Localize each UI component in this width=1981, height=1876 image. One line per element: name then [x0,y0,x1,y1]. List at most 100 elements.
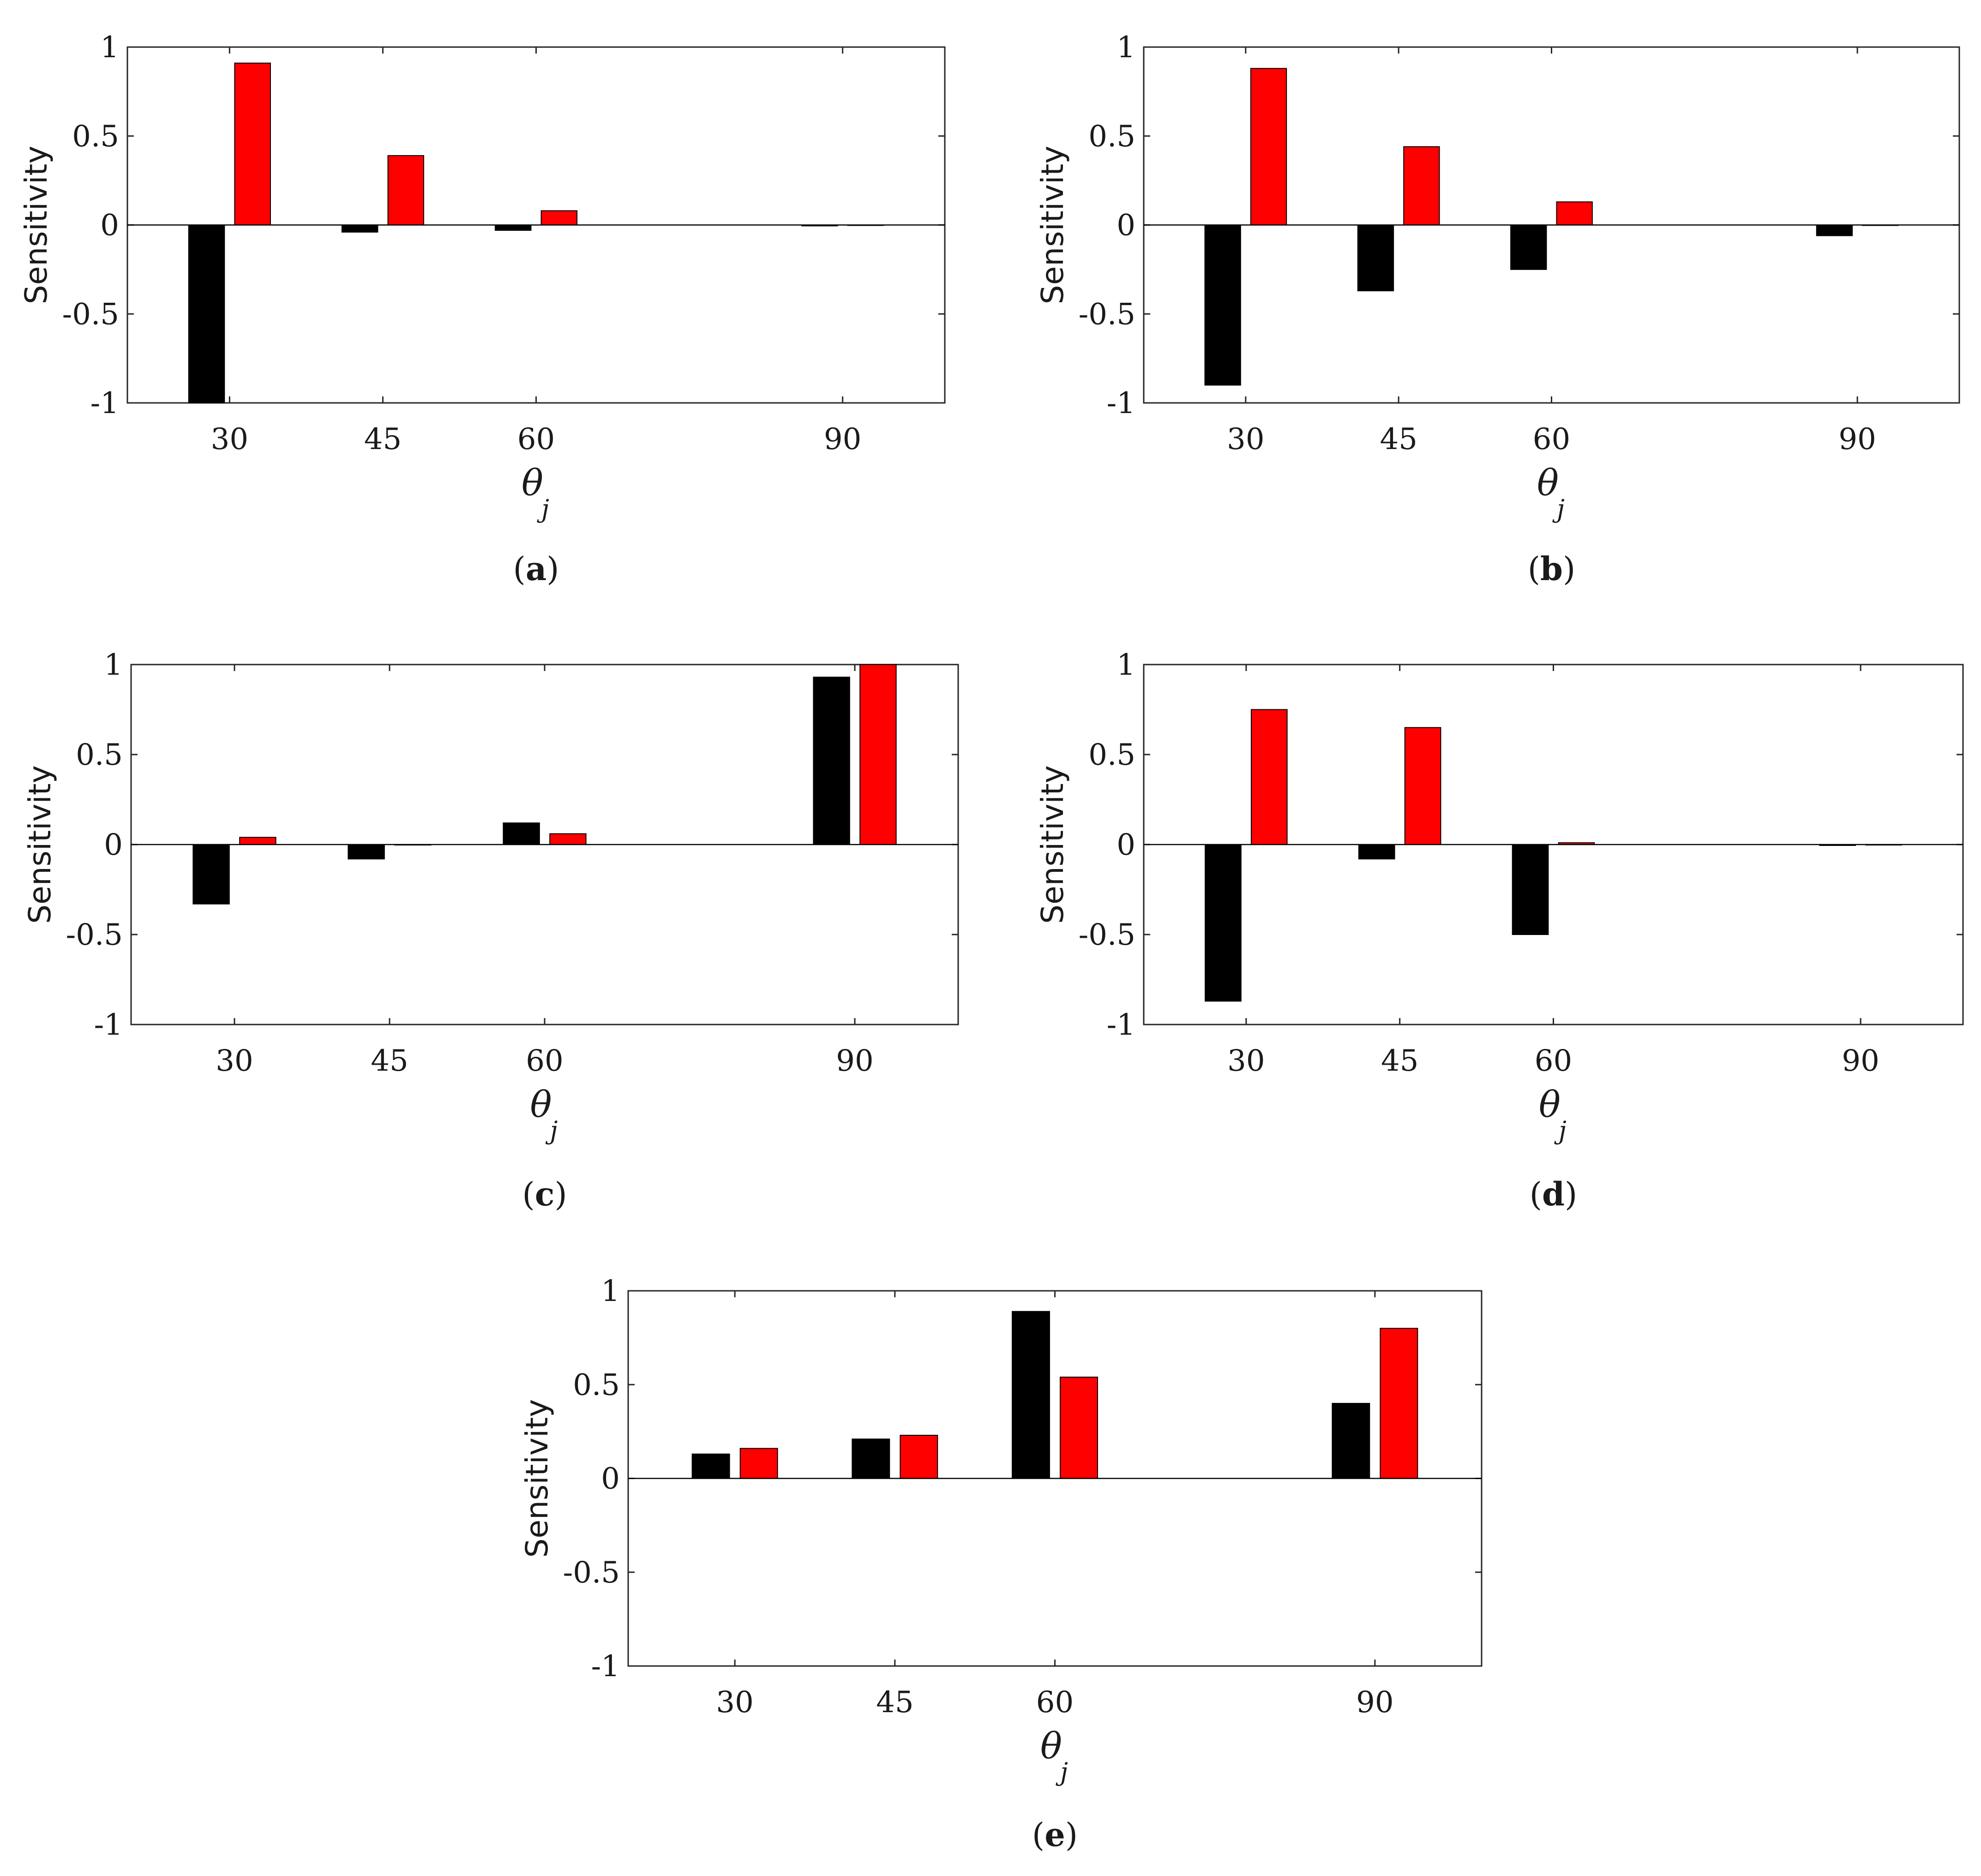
y-tick-label: -0.5 [1079,918,1135,952]
y-tick-label: 0 [104,828,123,862]
y-tick-label: -1 [94,1008,123,1042]
x-tick-label: 60 [526,1044,563,1078]
bar-red-90 [1380,1328,1418,1479]
bar-black-30 [691,1453,730,1479]
bar-red-30 [1250,68,1287,226]
bar-black-60 [494,224,532,231]
x-tick-label: 60 [1535,1044,1572,1078]
x-axis-label-symbol: θ [1040,1726,1062,1767]
bar-black-60 [1510,224,1547,270]
panel-letter: c [535,1175,555,1213]
bar-black-60 [1012,1311,1050,1479]
x-axis-label-symbol: θ [530,1084,552,1126]
x-tick-label: 45 [876,1685,913,1720]
panel-letter: b [1540,550,1563,588]
bar-black-90 [1816,224,1853,236]
bar-black-45 [852,1438,890,1479]
y-tick-label: 0.5 [573,1368,620,1402]
x-tick-label: 90 [1838,422,1876,456]
panel-caption: (b) [1528,550,1576,588]
x-tick-label: 45 [1380,422,1417,456]
bar-black-45 [1357,224,1394,292]
y-tick-label: 1 [601,1274,620,1308]
x-tick-label: 60 [517,422,555,456]
y-tick-label: -0.5 [66,918,123,952]
y-tick-label: 0 [1117,828,1135,862]
x-tick-label: 60 [1036,1685,1074,1720]
bar-red-45 [1403,146,1440,226]
y-tick-label: 0 [601,1462,620,1496]
y-tick-label: 0.5 [76,738,123,772]
x-tick-label: 90 [836,1044,873,1078]
x-tick-label: 90 [824,422,861,456]
y-tick-label: 0.5 [72,120,119,154]
x-tick-label: 90 [1356,1685,1393,1720]
bar-black-60 [1512,844,1549,935]
y-axis-label: Sensitivity [1035,765,1070,924]
y-axis-label: Sensitivity [22,765,58,924]
bar-red-90 [859,664,897,845]
x-tick-label: 30 [716,1685,753,1720]
bar-red-45 [1404,727,1441,845]
bar-black-30 [192,844,230,905]
bar-black-30 [188,224,225,403]
bar-black-60 [503,822,540,845]
y-tick-label: 1 [1117,30,1135,65]
bar-black-45 [1358,844,1395,860]
y-tick-label: 1 [104,648,123,682]
bar-red-45 [900,1435,938,1479]
x-tick-label: 30 [211,422,248,456]
panel-caption: (a) [513,550,559,588]
panel-caption: (c) [522,1175,567,1213]
bar-red-60 [549,833,587,845]
panel-letter: a [526,550,546,588]
x-axis-label-symbol: θ [522,462,543,504]
x-tick-label: 30 [216,1044,253,1078]
panel-letter: e [1045,1816,1065,1854]
bar-black-90 [1332,1403,1370,1479]
x-tick-label: 30 [1227,1044,1265,1078]
bar-red-30 [234,62,271,226]
y-tick-label: -1 [90,386,119,420]
y-axis-label: Sensitivity [18,146,54,305]
bar-black-45 [348,844,385,860]
y-tick-label: -1 [1107,386,1135,420]
y-tick-label: 0 [100,209,119,243]
y-axis-label: Sensitivity [519,1399,555,1558]
bar-red-45 [387,155,424,226]
y-tick-label: -1 [1107,1008,1135,1042]
y-axis-label: Sensitivity [1035,146,1070,305]
panel-letter: d [1542,1175,1565,1213]
bar-black-45 [341,224,378,233]
y-tick-label: 1 [1117,648,1135,682]
x-tick-label: 90 [1842,1044,1879,1078]
bar-red-30 [739,1448,778,1479]
bar-black-90 [813,677,850,845]
y-tick-label: -1 [591,1649,620,1684]
bar-red-30 [1250,709,1288,845]
bar-red-60 [1060,1376,1098,1479]
x-tick-label: 45 [1381,1044,1418,1078]
x-axis-label-symbol: θ [1537,462,1559,504]
y-tick-label: 1 [100,30,119,65]
y-tick-label: 0.5 [1088,738,1135,772]
bar-red-60 [1556,201,1593,226]
y-tick-label: -0.5 [563,1556,620,1590]
x-tick-label: 45 [371,1044,408,1078]
bar-red-60 [540,210,578,226]
panel-caption: (d) [1530,1175,1578,1213]
y-tick-label: 0 [1117,209,1135,243]
x-axis-label-symbol: θ [1539,1084,1561,1126]
y-tick-label: -0.5 [62,297,119,331]
x-tick-label: 30 [1227,422,1264,456]
bar-black-30 [1204,224,1241,386]
y-tick-label: -0.5 [1079,297,1135,331]
panel-caption: (e) [1032,1816,1078,1854]
